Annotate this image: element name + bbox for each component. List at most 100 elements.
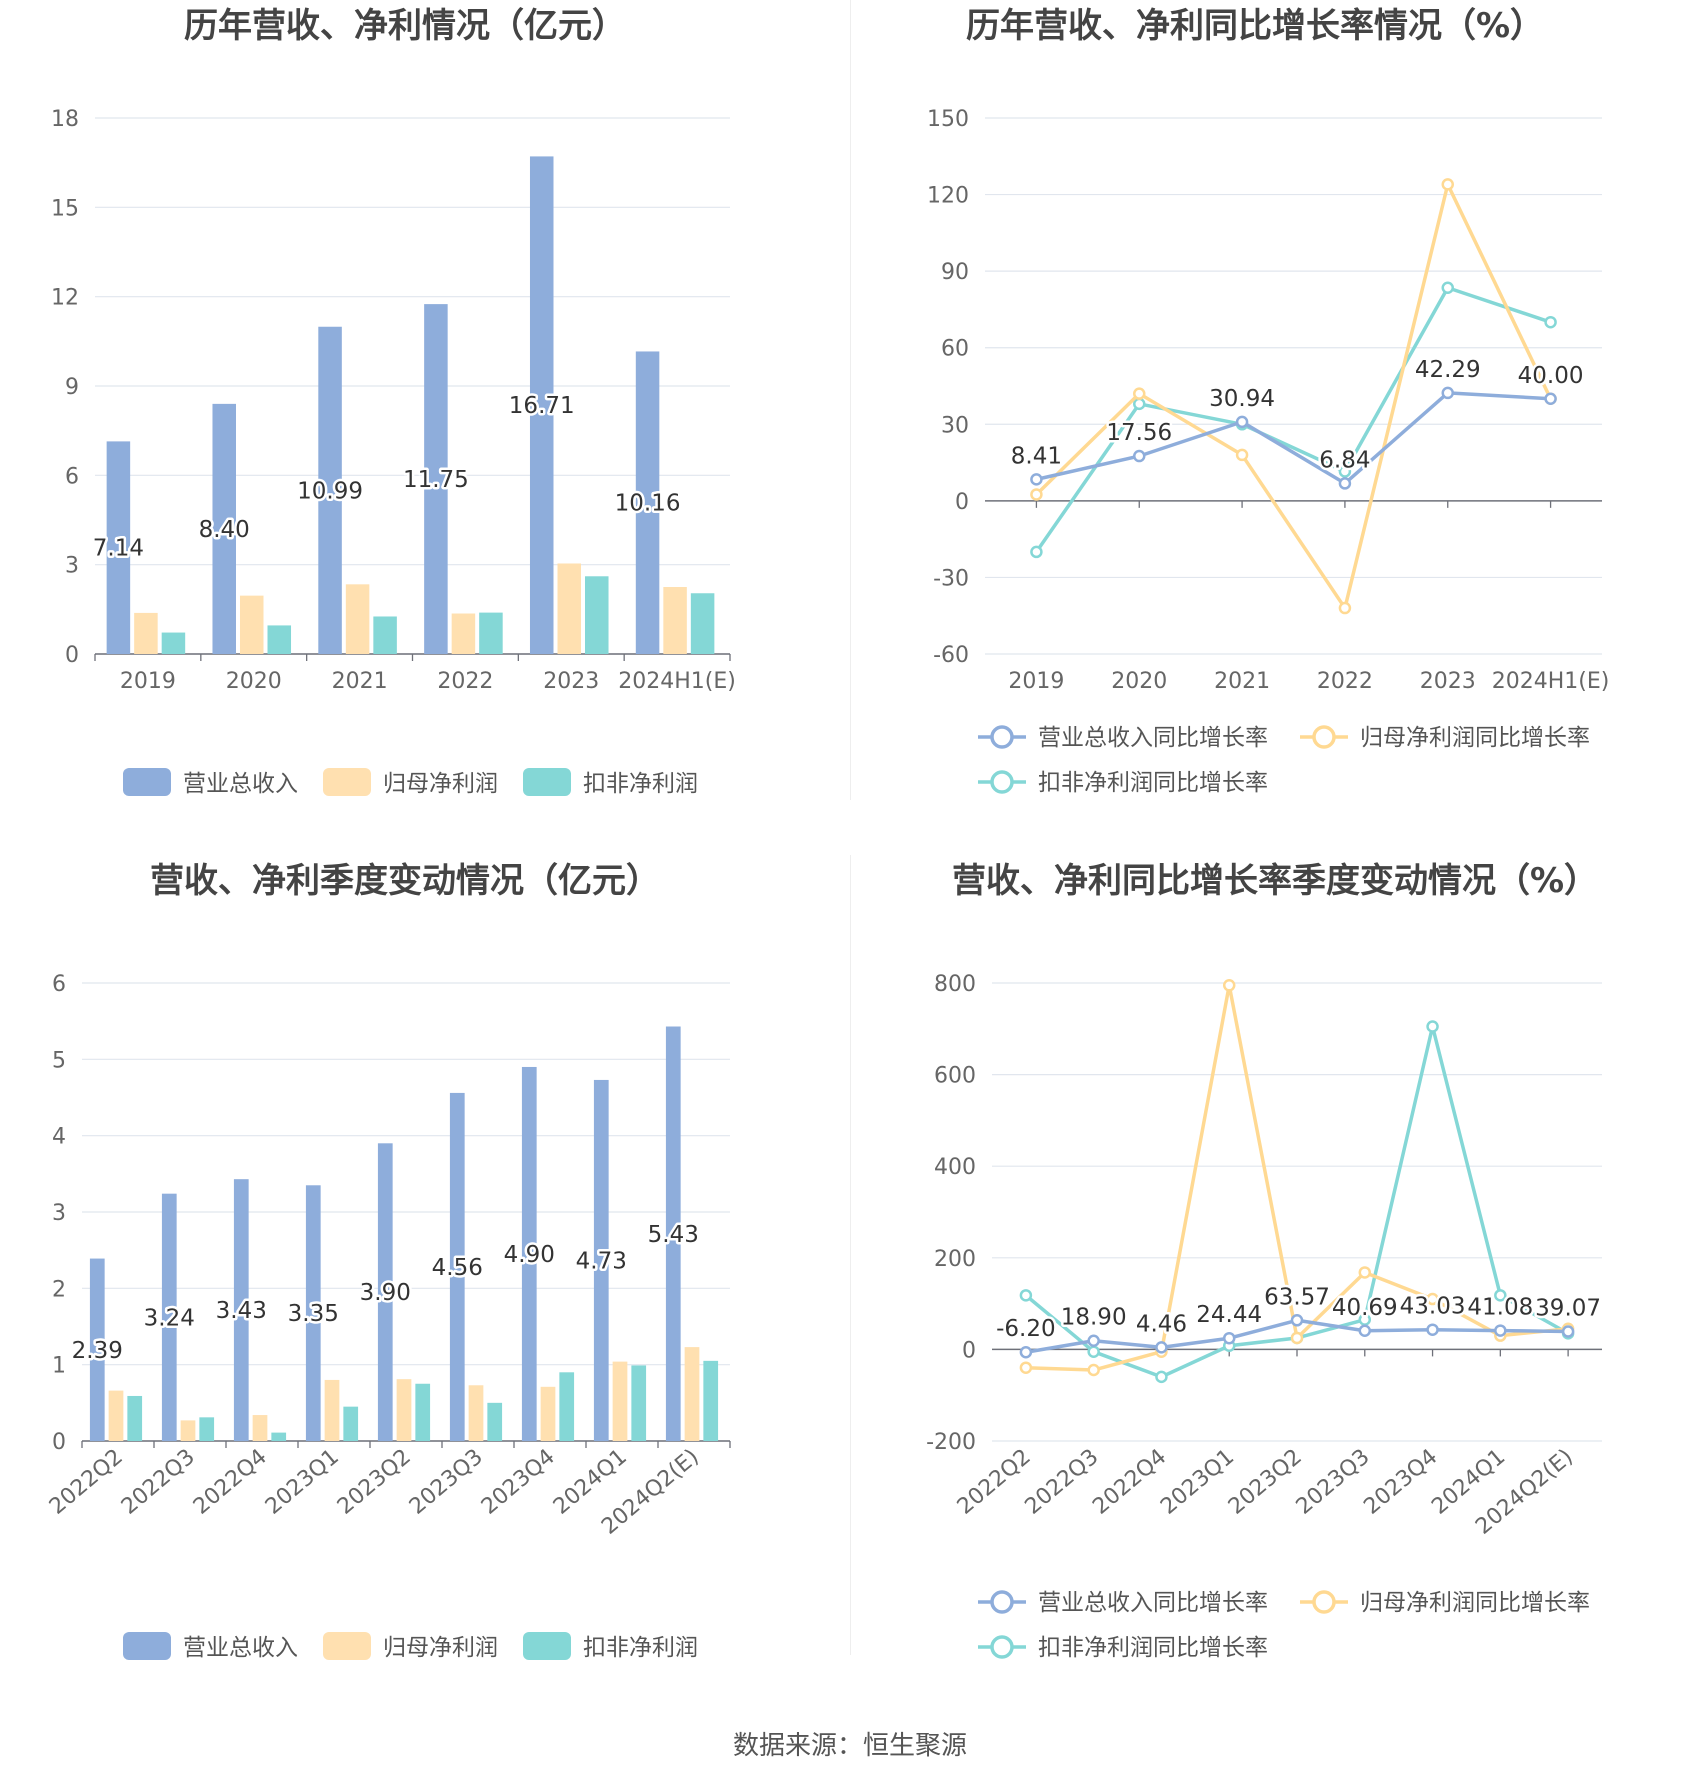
x-axis-labels: 2022Q22022Q32022Q42023Q12023Q22023Q32023…: [953, 1444, 1578, 1539]
y-tick-label: 4: [52, 1125, 66, 1150]
legend-label: 扣非净利润同比增长率: [1038, 1635, 1268, 1661]
line-series-0: [1030, 386, 1557, 490]
bar: [468, 1385, 484, 1441]
bar: [345, 584, 370, 654]
x-tick-label: 2023: [1420, 669, 1476, 694]
grid-lines: [95, 117, 730, 655]
data-point: [1441, 178, 1454, 191]
data-label: 17.56: [1106, 420, 1172, 446]
y-tick-label: 150: [927, 107, 969, 132]
bar: [89, 1258, 105, 1441]
data-point: [1235, 415, 1249, 429]
data-point: [1358, 1266, 1372, 1279]
data-label: 3.24: [144, 1305, 195, 1331]
data-point: [1290, 1314, 1304, 1327]
bar: [479, 612, 503, 654]
vertical-divider-bottom: [850, 855, 851, 1655]
data-point: [1235, 448, 1249, 462]
y-tick-label: 0: [65, 643, 79, 668]
legend-item-2: 扣非净利润同比增长率: [978, 1635, 1268, 1661]
data-point: [1494, 1289, 1507, 1302]
data-label: 41.08: [1467, 1295, 1533, 1321]
data-label: 5.43: [648, 1222, 699, 1248]
bar-series-2: [127, 1360, 719, 1441]
data-point: [1019, 1289, 1033, 1302]
chart-title: 营收、净利同比增长率季度变动情况（%）: [952, 861, 1598, 901]
x-tick-label: 2022Q3: [117, 1444, 200, 1519]
bar: [305, 1185, 321, 1441]
data-source-text: 数据来源：恒生聚源: [732, 1731, 967, 1761]
data-labels: 8.41 17.56 30.94 6.84 42.29 40.00: [1008, 354, 1586, 475]
legend-item-0: 营业总收入同比增长率: [978, 725, 1268, 751]
y-tick-label: 6: [52, 972, 66, 997]
x-axis-labels: 2019 2020 2021 2022 2023 2024H1(E): [120, 669, 736, 694]
x-tick-label: 2023Q1: [261, 1444, 344, 1519]
legend-item-1: 归母净利润: [323, 768, 498, 797]
y-tick-label: 60: [941, 337, 969, 362]
legend: 营业总收入 归母净利润 扣非净利润: [123, 768, 698, 797]
data-point: [1030, 473, 1043, 486]
bar: [239, 595, 264, 654]
bar-series-0: [106, 156, 660, 654]
data-point: [1544, 392, 1557, 406]
bar: [108, 1390, 124, 1441]
legend-label: 营业总收入: [183, 771, 298, 797]
legend-item-1: 归母净利润同比增长率: [1300, 1590, 1590, 1616]
series-line: [1035, 182, 1553, 610]
data-label: 4.90: [504, 1242, 555, 1268]
legend-marker: [1312, 1590, 1336, 1614]
data-label: 10.16: [615, 491, 681, 517]
data-point: [1222, 979, 1236, 992]
y-tick-label: 12: [51, 286, 79, 311]
data-labels: 2.39 3.24 3.43 3.35 3.90 4.56 4.90 4.73 5.43: [69, 1219, 701, 1366]
data-label: 4.46: [1136, 1311, 1187, 1337]
bar: [424, 304, 448, 654]
line-series-0: [1019, 1314, 1575, 1359]
y-tick-label: -200: [926, 1430, 976, 1455]
bar: [180, 1420, 196, 1441]
data-point: [1358, 1324, 1372, 1338]
legend-marker: [990, 1635, 1014, 1659]
x-tick-label: 2022Q4: [1088, 1444, 1171, 1519]
legend-item-2: 扣非净利润: [523, 1632, 698, 1661]
legend-marker: [990, 1590, 1014, 1614]
bar: [635, 351, 660, 654]
bar: [451, 613, 476, 654]
legend-label: 扣非净利润同比增长率: [1038, 770, 1268, 796]
data-label: 8.40: [199, 517, 250, 543]
data-point: [1338, 465, 1352, 478]
legend-item-0: 营业总收入同比增长率: [978, 1590, 1268, 1616]
data-point: [1561, 1325, 1575, 1338]
data-label: 2.39: [72, 1338, 123, 1364]
legend-swatch: [523, 1632, 571, 1660]
data-point: [1290, 1331, 1304, 1345]
bar-series-2: [161, 576, 715, 654]
x-tick-label: 2019: [120, 669, 176, 694]
data-label: 7.14: [93, 536, 144, 562]
bar: [252, 1415, 268, 1441]
data-point: [1155, 1370, 1168, 1384]
x-axis-labels: 2022Q22022Q32022Q42023Q12023Q22023Q32023…: [45, 1444, 704, 1539]
bar: [529, 156, 554, 654]
series-line: [1034, 285, 1552, 553]
legend-label: 扣非净利润: [583, 1635, 698, 1661]
x-tick-label: 2019: [1008, 669, 1064, 694]
bar: [487, 1402, 503, 1441]
y-tick-label: 2: [52, 1277, 66, 1302]
data-point: [1441, 386, 1454, 400]
bar: [199, 1417, 215, 1441]
x-tick-label: 2023Q2: [1224, 1444, 1307, 1519]
legend-marker: [990, 725, 1014, 749]
x-tick-label: 2023Q2: [333, 1444, 416, 1519]
x-tick-label: 2021: [332, 669, 388, 694]
legend-item-2: 扣非净利润: [523, 768, 698, 797]
y-tick-label: 0: [962, 1338, 976, 1363]
x-tick-label: 2024H1(E): [618, 669, 736, 694]
y-tick-label: -30: [933, 566, 969, 591]
x-tick-label: 2022: [437, 669, 493, 694]
bar: [521, 1066, 537, 1441]
bar: [318, 326, 342, 654]
bar: [593, 1079, 609, 1441]
x-tick-label: 2020: [1111, 669, 1167, 694]
